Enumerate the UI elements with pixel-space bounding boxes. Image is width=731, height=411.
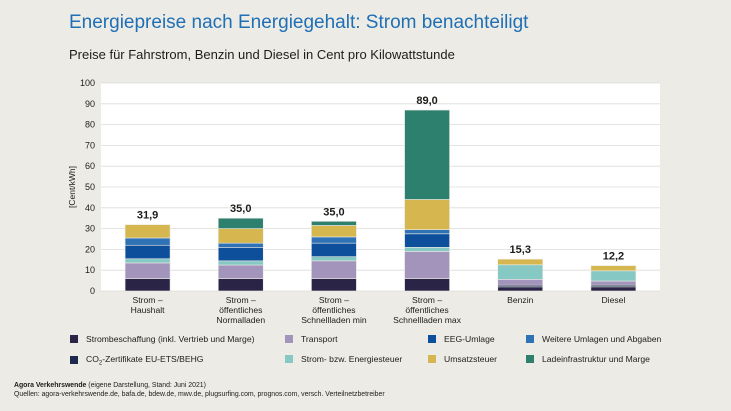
legend-swatch bbox=[428, 335, 436, 343]
legend-swatch bbox=[285, 335, 293, 343]
bar-segment bbox=[497, 264, 544, 280]
bar-segment bbox=[497, 286, 544, 292]
chart-subtitle: Preise für Fahrstrom, Benzin und Diesel … bbox=[69, 47, 455, 62]
legend-item: Weitere Umlagen und Abgaben bbox=[526, 334, 661, 344]
legend-label: Umsatzsteuer bbox=[444, 354, 498, 364]
x-category-label: Schnellladen min bbox=[301, 315, 367, 325]
legend-item: Strombeschaffung (inkl. Vertrieb und Mar… bbox=[70, 334, 254, 344]
legend-label: Transport bbox=[301, 334, 338, 344]
bar-segment bbox=[311, 256, 357, 262]
bar-segment bbox=[404, 199, 450, 230]
bar-segment bbox=[590, 265, 637, 272]
bar-segment bbox=[217, 247, 264, 262]
y-tick-label: 50 bbox=[85, 182, 95, 192]
bar-segment bbox=[217, 264, 264, 279]
legend-label: Strombeschaffung (inkl. Vertrieb und Mar… bbox=[86, 334, 255, 344]
page-title: Energiepreise nach Energiegehalt: Strom … bbox=[69, 12, 529, 33]
bar-segment bbox=[217, 260, 264, 266]
legend-label: Ladeinfrastruktur und Marge bbox=[542, 354, 650, 364]
bar-segment bbox=[311, 278, 357, 292]
legend-swatch bbox=[526, 355, 534, 363]
x-category-label: Benzin bbox=[507, 295, 533, 305]
legend-swatch bbox=[70, 335, 78, 343]
bar-segment bbox=[404, 229, 450, 235]
x-category-label: Strom – bbox=[412, 295, 442, 305]
bar-segment bbox=[590, 280, 637, 286]
y-axis-label: [Cent/kWh] bbox=[67, 166, 77, 208]
bar-segment bbox=[217, 228, 264, 244]
y-tick-label: 10 bbox=[85, 265, 95, 275]
bar-segment bbox=[217, 217, 264, 229]
legend-item: Ladeinfrastruktur und Marge bbox=[526, 354, 650, 364]
legend-swatch bbox=[70, 356, 78, 365]
y-tick-label: 0 bbox=[90, 286, 95, 296]
x-category-label: Haushalt bbox=[131, 305, 166, 315]
x-category-label: öffentliches bbox=[312, 305, 355, 315]
y-tick-label: 60 bbox=[85, 161, 95, 171]
bar-total-label: 89,0 bbox=[416, 95, 437, 107]
x-category-label: öffentliches bbox=[405, 305, 448, 315]
y-tick-label: 90 bbox=[85, 99, 95, 109]
bar-segment bbox=[404, 109, 450, 200]
bar-total-label: 31,9 bbox=[137, 210, 158, 222]
legend-label: Weitere Umlagen und Abgaben bbox=[542, 334, 662, 344]
legend-item: Umsatzsteuer bbox=[428, 354, 497, 364]
bar-segment bbox=[217, 242, 264, 248]
x-category-label: Normalladen bbox=[216, 315, 265, 325]
bar-segment bbox=[404, 251, 450, 279]
bar-segment bbox=[311, 236, 357, 244]
bar-total-label: 15,3 bbox=[510, 244, 531, 256]
bar-segment bbox=[124, 224, 171, 239]
footer-sources: Quellen: agora-verkehrswende.de, bafa.de… bbox=[14, 391, 385, 398]
bar-segment bbox=[404, 247, 450, 252]
bar-segment bbox=[590, 286, 637, 292]
y-tick-label: 20 bbox=[85, 244, 95, 254]
bar-segment bbox=[590, 270, 637, 282]
legend-label: EEG-Umlage bbox=[444, 334, 495, 344]
y-tick-label: 100 bbox=[80, 78, 95, 88]
x-category-label: Schnellladen max bbox=[393, 315, 462, 325]
y-tick-label: 40 bbox=[85, 203, 95, 213]
x-category-label: öffentliches bbox=[219, 305, 262, 315]
bar-segment bbox=[311, 225, 357, 238]
bar-segment bbox=[404, 278, 450, 292]
y-tick-label: 70 bbox=[85, 140, 95, 150]
legend-label: Strom- bzw. Energiesteuer bbox=[301, 354, 403, 364]
bar-total-label: 12,2 bbox=[603, 251, 624, 263]
legend-item: Transport bbox=[285, 334, 337, 344]
legend-swatch bbox=[428, 355, 436, 363]
bar-segment bbox=[124, 258, 171, 264]
footer-source-org: Agora Verkehrswende bbox=[14, 382, 87, 389]
y-tick-label: 80 bbox=[85, 120, 95, 130]
legend-item: EEG-Umlage bbox=[428, 334, 495, 344]
bar-segment bbox=[497, 258, 544, 266]
legend-item: CO2-Zertifikate EU-ETS/BEHG bbox=[70, 354, 203, 367]
bar-total-label: 35,0 bbox=[230, 203, 251, 215]
legend-label: CO2-Zertifikate EU-ETS/BEHG bbox=[86, 354, 204, 367]
bar-segment bbox=[497, 279, 544, 286]
bar-segment bbox=[217, 278, 264, 292]
legend-swatch bbox=[526, 335, 534, 343]
bar-segment bbox=[404, 233, 450, 248]
bar-segment bbox=[311, 260, 357, 279]
bar-segment bbox=[124, 278, 171, 292]
footer-source-note: (eigene Darstellung, Stand: Juni 2021) bbox=[86, 382, 206, 389]
bar-segment bbox=[311, 242, 357, 257]
legend-item: Strom- bzw. Energiesteuer bbox=[285, 354, 402, 364]
y-tick-label: 30 bbox=[85, 224, 95, 234]
footer-source-line: Agora Verkehrswende (eigene Darstellung,… bbox=[14, 381, 385, 390]
legend-swatch bbox=[285, 355, 293, 363]
x-category-label: Strom – bbox=[133, 295, 163, 305]
x-category-label: Diesel bbox=[601, 295, 625, 305]
bar-segment bbox=[124, 244, 171, 260]
bar-segment bbox=[124, 262, 171, 279]
x-category-label: Strom – bbox=[319, 295, 349, 305]
x-category-label: Strom – bbox=[226, 295, 256, 305]
footer: Agora Verkehrswende (eigene Darstellung,… bbox=[14, 381, 385, 399]
bar-segment bbox=[124, 237, 171, 246]
bar-segment bbox=[311, 221, 357, 226]
bar-total-label: 35,0 bbox=[323, 206, 344, 218]
